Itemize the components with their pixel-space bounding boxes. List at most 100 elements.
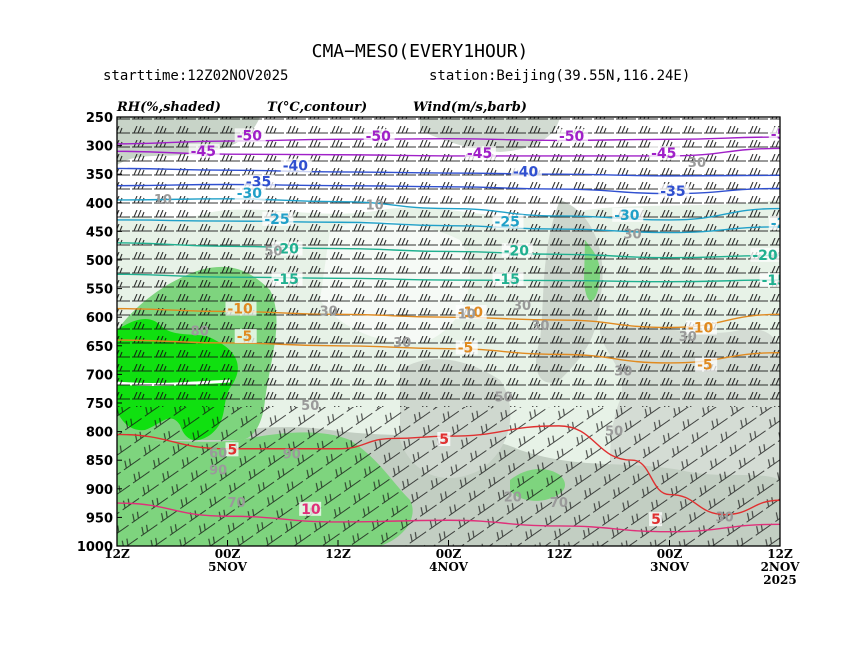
- temperature-contour-label: 5: [228, 442, 238, 458]
- x-tick-label: 2NOV: [761, 560, 801, 574]
- temperature-contour-line: [117, 136, 780, 145]
- temperature-contour-label: -5: [697, 358, 713, 374]
- contour-label-bg: [759, 273, 780, 288]
- contour-label-bg: [510, 164, 542, 179]
- y-tick-label: 400: [86, 197, 113, 212]
- x-tick-label: 12Z: [767, 547, 793, 561]
- temperature-contour-label: -45: [467, 146, 492, 162]
- contour-label-bg: [188, 143, 220, 158]
- contour-label-bg: [658, 183, 690, 198]
- contour-label-bg: [234, 186, 266, 201]
- temperature-contour-label: -15: [274, 272, 299, 288]
- temperature-contour-label: -5: [458, 341, 474, 357]
- rh-contour-label: 50: [301, 399, 319, 414]
- rh-contour-label: 30: [614, 365, 632, 380]
- rh-contour-label: 80: [191, 325, 209, 340]
- rh-contour-label: 50: [264, 244, 282, 259]
- rh-contour-label: 10: [458, 307, 476, 322]
- temperature-contour-label: -2: [771, 216, 787, 232]
- temperature-contour-label: -45: [651, 146, 676, 162]
- contour-label-bg: [262, 211, 294, 226]
- temperature-contour-label: 10: [301, 502, 321, 518]
- contour-label-bg: [437, 432, 451, 447]
- temperature-contour-label: -40: [513, 164, 539, 180]
- y-axis: 250 300 350 400 450 500 550 600 650 700 750 800 850 9…: [77, 111, 122, 555]
- temperature-contour-label: -25: [264, 212, 289, 228]
- contour-label-bg: [501, 243, 533, 258]
- temperature-contour-label: -20: [504, 243, 530, 259]
- y-tick-label: 450: [86, 225, 113, 240]
- rh-contour-label: 30: [513, 299, 531, 314]
- x-tick-label: 5NOV: [208, 560, 248, 574]
- contour-label-bg: [280, 158, 312, 173]
- temperature-contour-label: -30: [614, 208, 640, 224]
- contour-label-bg: [243, 174, 275, 189]
- temperature-contour-label: -50: [366, 129, 392, 145]
- legend-rh: RH(%,shaded): [116, 100, 221, 115]
- x-tick-label: 12Z: [546, 547, 572, 561]
- y-tick-label: 900: [86, 483, 113, 498]
- rh-contour-label: 90: [209, 463, 227, 478]
- rh-shading: -50 -50 -50 -50-45 -45 -45-40 -40-35-35-30-30-…: [117, 117, 797, 546]
- rh-contour-label: 10: [366, 199, 384, 214]
- temperature-contour-label: 5: [439, 432, 449, 448]
- temperature-contour-label: -30: [237, 186, 263, 202]
- temperature-contour-line: [117, 219, 780, 234]
- contour-label-bg: [649, 512, 663, 527]
- temperature-contour-label: -20: [274, 242, 300, 258]
- temperature-contour-line: [117, 502, 780, 533]
- y-tick-label: 350: [86, 168, 113, 183]
- contour-label-bg: [695, 357, 718, 372]
- temperature-contour-label: 5: [651, 512, 661, 528]
- temperature-contour-label: -5: [237, 329, 253, 345]
- x-tick-label: 2025: [763, 573, 796, 587]
- temperature-contour-label: -50: [771, 127, 797, 143]
- y-tick-label: 650: [86, 340, 113, 355]
- contour-label-bg: [685, 320, 717, 335]
- rh-contour-label: 50: [605, 425, 623, 440]
- contour-label-bg: [464, 146, 496, 161]
- x-tick-label: 00Z: [215, 547, 241, 561]
- rh-contour-label: 60: [209, 446, 227, 461]
- temperature-contour-label: -35: [660, 184, 685, 200]
- temperature-contour-label: -50: [237, 128, 263, 144]
- rh-contour-label: 30: [716, 510, 734, 525]
- contour-label-bg: [234, 128, 266, 143]
- rh-contour-label: 70: [228, 496, 246, 511]
- temperature-contour-label: -50: [559, 129, 585, 145]
- temperature-contour-line: [117, 167, 780, 177]
- rh-contour-label: 30: [320, 304, 338, 319]
- x-tick-label: 00Z: [436, 547, 462, 561]
- contour-label-bg: [768, 215, 780, 230]
- rh-contour-label: 30: [679, 330, 697, 345]
- temperature-contour-line: [117, 242, 780, 259]
- contour-label-bg: [750, 247, 780, 262]
- temperature-contour-line: [117, 273, 780, 283]
- rh-contour-label: 30: [688, 156, 706, 171]
- contour-label-bg: [768, 127, 780, 142]
- contour-label-bg: [612, 207, 644, 222]
- x-tick-label: 3NOV: [650, 560, 690, 574]
- contour-label-bg: [492, 214, 524, 229]
- temperature-contour-label: -20: [752, 248, 778, 264]
- temperature-contour-label: -15: [495, 272, 520, 288]
- rh-contour-label: 50: [495, 390, 513, 405]
- contour-label-bg: [225, 301, 257, 316]
- chart-title: CMA−MESO(EVERY1HOUR): [312, 41, 529, 62]
- temperature-contour-line: [117, 425, 780, 516]
- temperature-contour-label: -10: [688, 321, 714, 337]
- temperature-contour-label: -40: [283, 159, 309, 175]
- contour-label-bg: [225, 442, 239, 457]
- contour-label-bg: [557, 128, 588, 143]
- temperature-contour-label: -10: [228, 302, 254, 318]
- y-tick-label: 950: [86, 511, 113, 526]
- contour-label-bg: [363, 128, 395, 143]
- y-tick-label: 850: [86, 454, 113, 469]
- contour-label-bg: [271, 271, 303, 286]
- legend-wind: Wind(m/s,barb): [413, 100, 527, 115]
- temperature-contour-label: -15: [762, 273, 787, 289]
- rh-contour-label: 30: [393, 336, 411, 351]
- legend-temperature: T(°C,contour): [267, 100, 367, 115]
- rh-contour-label: 20: [504, 490, 522, 505]
